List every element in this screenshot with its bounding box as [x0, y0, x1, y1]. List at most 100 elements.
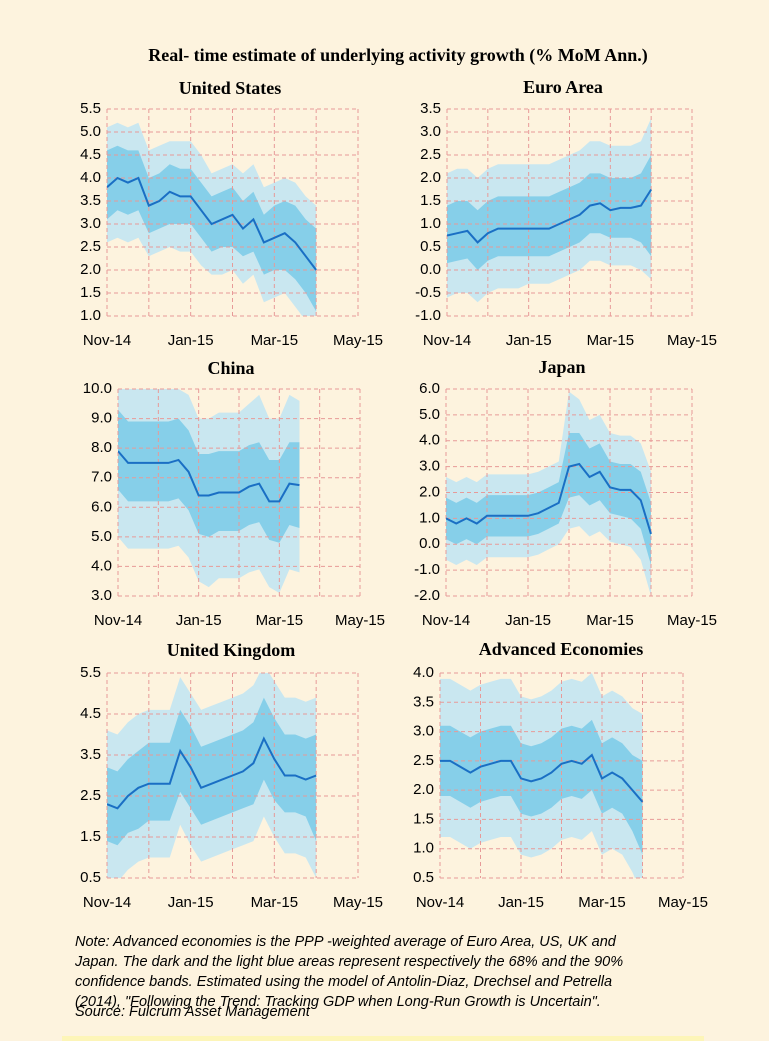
panel: Japan -2.0 -1.0 0.0 1.0 2.0 3.0 4.0 5.0 6.0 Nov-14…	[414, 357, 717, 629]
y-tick-label: 1.0	[420, 215, 441, 232]
y-tick-label: 4.0	[91, 557, 112, 574]
y-tick-label: 2.0	[80, 261, 101, 278]
y-tick-label: 0.5	[413, 869, 434, 886]
y-tick-label: 3.0	[91, 587, 112, 604]
note-line: Source: Fulcrum Asset Management	[75, 1004, 311, 1020]
confidence-band	[118, 409, 300, 543]
estimate-line	[446, 462, 652, 535]
x-tick-label: Jan-15	[506, 332, 552, 349]
y-tick-label: 2.0	[413, 781, 434, 798]
confidence-band	[446, 432, 651, 565]
x-tick-label: Mar-15	[256, 612, 304, 629]
y-tick-label: 3.5	[420, 100, 441, 117]
y-tick-label: 4.0	[80, 169, 101, 186]
x-tick-label: Mar-15	[587, 332, 635, 349]
x-tick-label: Nov-14	[422, 612, 470, 629]
x-tick-label: Mar-15	[578, 894, 626, 911]
y-tick-label: -0.5	[415, 284, 441, 301]
x-tick-label: Jan-15	[505, 612, 551, 629]
x-tick-label: May-15	[667, 612, 717, 629]
x-tick-label: Jan-15	[176, 612, 222, 629]
x-tick-label: Nov-14	[94, 612, 142, 629]
y-tick-label: 7.0	[91, 469, 112, 486]
note-line: (2014), "Following the Trend: Tracking G…	[75, 994, 601, 1010]
panel: United Kingdom 0.5 1.5 2.5 3.5 4.5 5.5 Nov-14 Ja…	[80, 640, 383, 911]
plot-area	[446, 391, 651, 596]
estimate-line	[440, 753, 644, 803]
y-tick-label: 0.5	[80, 869, 101, 886]
x-tick-label: Jan-15	[168, 332, 214, 349]
x-tick-label: Mar-15	[251, 894, 299, 911]
x-tick-label: Nov-14	[83, 894, 131, 911]
plot-area	[118, 389, 300, 594]
x-tick-label: Nov-14	[423, 332, 471, 349]
bottom-strip	[62, 1036, 704, 1041]
y-tick-label: 1.5	[413, 810, 434, 827]
note-line: Note: Advanced economies is the PPP -wei…	[75, 934, 617, 950]
estimate-line	[447, 188, 653, 244]
y-tick-label: 5.5	[80, 100, 101, 117]
y-tick-label: -2.0	[414, 587, 440, 604]
x-tick-label: Mar-15	[586, 612, 634, 629]
panel-title: Japan	[538, 357, 585, 377]
y-tick-label: 5.5	[80, 664, 101, 681]
x-tick-label: May-15	[333, 332, 383, 349]
y-tick-label: 3.5	[80, 192, 101, 209]
y-tick-label: 1.0	[80, 307, 101, 324]
footnote: Note: Advanced economies is the PPP -wei…	[74, 934, 623, 1020]
y-tick-label: 2.0	[420, 169, 441, 186]
y-tick-label: 5.0	[91, 528, 112, 545]
y-tick-label: 4.5	[80, 705, 101, 722]
confidence-band	[440, 719, 643, 855]
y-tick-label: 1.5	[80, 284, 101, 301]
panel: Advanced Economies 0.5 1.0 1.5 2.0 2.5 3.0 3.5 4…	[413, 639, 708, 911]
plot-area	[107, 673, 317, 878]
y-tick-label: 3.0	[413, 723, 434, 740]
y-tick-label: 8.0	[91, 439, 112, 456]
panel-title: Advanced Economies	[479, 639, 644, 659]
x-tick-label: Jan-15	[498, 894, 544, 911]
y-tick-label: 2.0	[419, 483, 440, 500]
y-tick-label: 0.5	[420, 238, 441, 255]
y-tick-label: 5.0	[419, 406, 440, 423]
y-tick-label: -1.0	[415, 307, 441, 324]
panel-title: United States	[179, 78, 282, 98]
x-tick-label: Nov-14	[416, 894, 464, 911]
estimate-line	[107, 736, 317, 810]
y-tick-label: 6.0	[419, 380, 440, 397]
x-tick-label: May-15	[333, 894, 383, 911]
y-tick-label: 1.0	[413, 840, 434, 857]
panel: China 3.0 4.0 5.0 6.0 7.0 8.0 9.0 10.0 Nov-14 Jan-…	[83, 358, 385, 629]
x-tick-label: May-15	[667, 332, 717, 349]
y-tick-label: 3.0	[419, 458, 440, 475]
y-tick-label: 0.0	[419, 535, 440, 552]
y-tick-label: 3.5	[80, 746, 101, 763]
y-tick-label: 6.0	[91, 498, 112, 515]
estimate-line	[118, 450, 300, 503]
panel: Euro Area -1.0 -0.5 0.0 0.5 1.0 1.5 2.0 2.5 3.0 3.…	[415, 77, 717, 349]
plot-area	[440, 673, 643, 878]
note-line: Japan. The dark and the light blue areas…	[74, 954, 623, 970]
y-tick-label: -1.0	[414, 561, 440, 578]
x-tick-label: May-15	[658, 894, 708, 911]
y-tick-label: 1.5	[80, 828, 101, 845]
y-tick-label: 3.0	[80, 215, 101, 232]
y-tick-label: 10.0	[83, 380, 112, 397]
y-tick-label: 5.0	[80, 123, 101, 140]
y-tick-label: 9.0	[91, 410, 112, 427]
note-line: confidence bands. Estimated using the mo…	[75, 974, 612, 990]
panel: United States 1.0 1.5 2.0 2.5 3.0 3.5 4.0 4.5 5.0…	[80, 78, 383, 349]
estimate-line	[107, 176, 317, 271]
y-tick-label: 0.0	[420, 261, 441, 278]
y-tick-label: 4.0	[413, 664, 434, 681]
y-tick-label: 3.5	[413, 693, 434, 710]
y-tick-label: 1.5	[420, 192, 441, 209]
y-tick-label: 2.5	[80, 787, 101, 804]
confidence-band	[447, 155, 652, 270]
panel-title: United Kingdom	[167, 640, 296, 660]
x-tick-label: Mar-15	[251, 332, 299, 349]
x-tick-label: May-15	[335, 612, 385, 629]
y-tick-label: 2.5	[413, 752, 434, 769]
y-tick-label: 2.5	[80, 238, 101, 255]
